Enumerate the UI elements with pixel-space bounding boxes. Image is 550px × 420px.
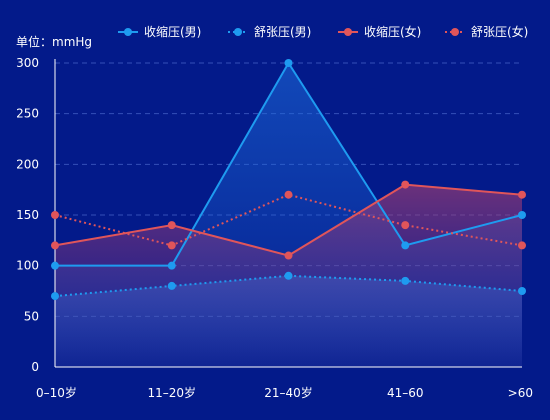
data-point-3-4 (518, 241, 526, 250)
series-line-3 (54, 193, 523, 247)
y-tick-label: 200 (16, 157, 39, 171)
legend-label: 舒张压(男) (254, 25, 311, 39)
data-point-3-1 (167, 241, 176, 250)
data-point-1-1 (167, 281, 176, 290)
legend-label: 舒张压(女) (471, 24, 528, 39)
legend-swatch-marker (344, 28, 352, 36)
series-line-1 (54, 274, 523, 298)
x-tick-label: 11–20岁 (147, 385, 196, 400)
data-point-0-0 (51, 261, 59, 270)
x-tick-label: 41–60 (387, 386, 424, 400)
data-point-2-1 (167, 221, 176, 230)
y-tick-label: 150 (16, 208, 39, 222)
data-point-0-4 (518, 211, 526, 219)
legend-swatch-marker (124, 28, 132, 36)
data-point-3-0 (51, 211, 59, 219)
data-point-1-4 (518, 287, 526, 295)
legend-swatch-marker (234, 28, 242, 36)
data-point-3-3 (401, 221, 410, 230)
legend-label: 收缩压(女) (364, 24, 421, 39)
data-point-2-2 (284, 251, 293, 260)
x-tick-label: 21–40岁 (264, 385, 313, 400)
legend-swatch-marker (451, 28, 459, 36)
data-point-1-3 (401, 276, 410, 285)
data-point-1-0 (51, 292, 59, 301)
y-tick-label: 100 (16, 259, 39, 273)
data-point-3-2 (284, 190, 293, 199)
data-point-2-0 (51, 241, 59, 250)
legend-label: 收缩压(男) (144, 24, 201, 39)
y-tick-label: 300 (16, 56, 39, 70)
x-tick-label: 0–10岁 (36, 385, 77, 400)
data-point-0-3 (401, 241, 410, 250)
data-point-0-1 (167, 261, 176, 270)
data-point-0-2 (284, 59, 293, 67)
y-tick-label: 250 (16, 107, 39, 121)
y-tick-label: 50 (24, 309, 39, 323)
data-point-1-2 (284, 271, 293, 280)
unit-label: 单位：mmHg (16, 34, 92, 49)
data-point-2-4 (518, 190, 526, 199)
y-tick-label: 0 (31, 360, 39, 374)
x-tick-label: >60 (508, 386, 533, 400)
data-point-2-3 (401, 180, 410, 189)
